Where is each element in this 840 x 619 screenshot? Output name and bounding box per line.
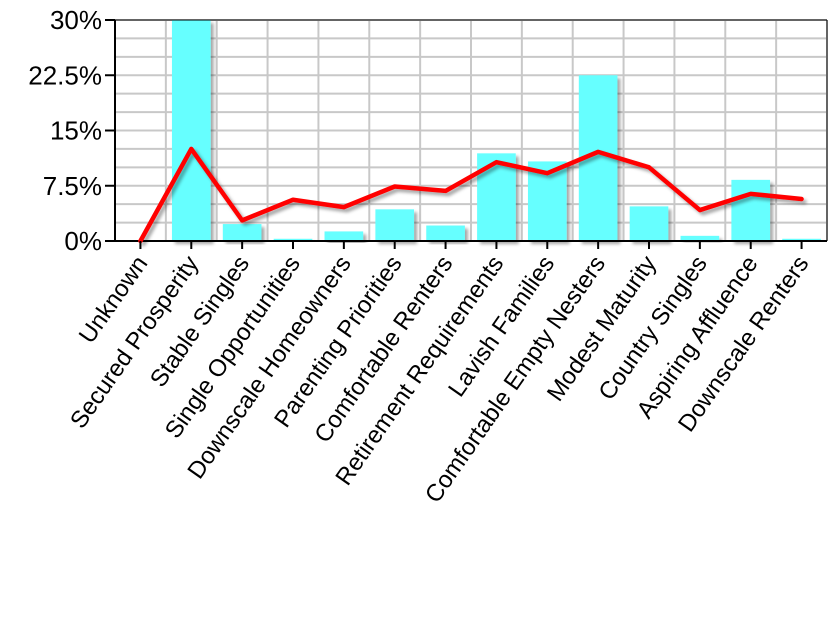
y-axis-ticks: 0% 7.5% 15% 22.5% 30% <box>28 5 115 256</box>
bar <box>426 226 465 241</box>
bar <box>172 20 211 241</box>
y-tick-label: 22.5% <box>28 60 102 90</box>
y-tick-label: 7.5% <box>43 171 102 201</box>
y-tick-label: 30% <box>50 5 102 35</box>
y-tick-label: 15% <box>50 116 102 146</box>
bar <box>223 224 262 241</box>
y-tick-label: 0% <box>64 226 102 256</box>
bar <box>375 209 414 241</box>
bar <box>630 206 669 241</box>
bar <box>325 231 364 241</box>
bar <box>731 180 770 241</box>
